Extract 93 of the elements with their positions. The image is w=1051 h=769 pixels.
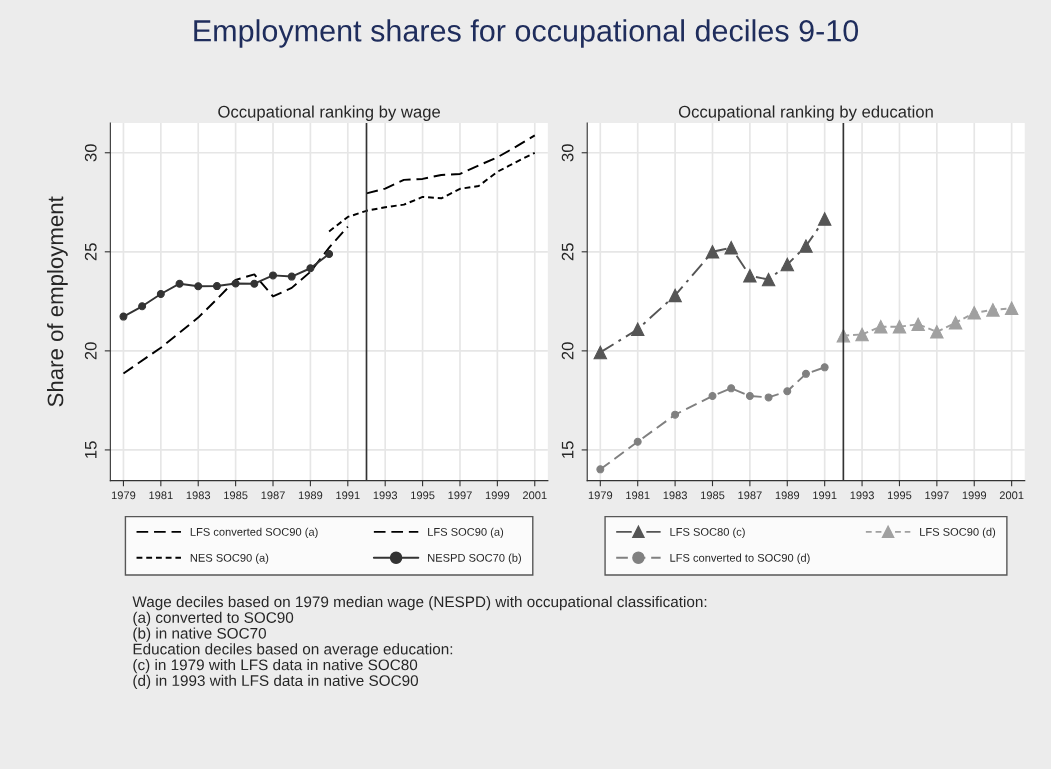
chart-subtitle: Occupational ranking by education bbox=[678, 105, 933, 121]
point bbox=[156, 290, 165, 298]
text: Education deciles based on average education: bbox=[133, 643, 453, 658]
point bbox=[986, 303, 1000, 317]
legend-label: LFS converted SOC90 (a) bbox=[190, 527, 318, 539]
point bbox=[873, 319, 888, 334]
point bbox=[306, 264, 315, 273]
x-tick-label: 1999 bbox=[485, 491, 510, 500]
y-tick-label: 30 bbox=[84, 144, 97, 162]
legend-label: NES SOC90 (a) bbox=[190, 553, 269, 564]
x-tick-label: 1989 bbox=[298, 491, 323, 500]
x-tick-label: 1985 bbox=[224, 491, 248, 500]
point bbox=[194, 282, 203, 291]
x-tick-label: 1979 bbox=[588, 491, 613, 500]
x-tick-label: 2001 bbox=[522, 491, 547, 500]
y-tick-label: 25 bbox=[561, 243, 574, 261]
point bbox=[212, 282, 221, 291]
point bbox=[325, 250, 334, 258]
point bbox=[799, 239, 813, 253]
point bbox=[855, 327, 869, 342]
x-tick-label: 1989 bbox=[775, 491, 800, 500]
point bbox=[764, 393, 773, 402]
x-tick-label: 1993 bbox=[373, 491, 398, 500]
legend-label: LFS SOC90 (d) bbox=[920, 527, 996, 539]
point bbox=[250, 279, 259, 288]
point bbox=[119, 312, 128, 321]
y-axis-title: Share of employment bbox=[47, 196, 68, 407]
x-tick-label: 1997 bbox=[448, 491, 472, 500]
x-tick-label: 1985 bbox=[700, 491, 725, 500]
x-tick-label: 1983 bbox=[663, 491, 687, 500]
point bbox=[801, 369, 810, 378]
point bbox=[761, 272, 776, 287]
text: (c) in 1979 with LFS data in native SOC80 bbox=[133, 659, 418, 674]
point bbox=[745, 392, 754, 401]
chart-subtitle: Occupational ranking by wage bbox=[218, 105, 441, 121]
point bbox=[780, 257, 795, 272]
line-series bbox=[122, 225, 349, 375]
y-tick-label: 20 bbox=[561, 342, 574, 360]
x-tick-label: 1997 bbox=[925, 491, 949, 500]
point bbox=[1004, 301, 1019, 316]
point bbox=[911, 317, 925, 332]
x-tick-label: 1995 bbox=[887, 491, 912, 500]
point bbox=[287, 272, 296, 281]
line-series bbox=[365, 134, 536, 195]
point bbox=[708, 392, 717, 401]
x-tick-label: 1981 bbox=[626, 491, 650, 500]
x-tick-label: 1981 bbox=[149, 491, 173, 500]
x-tick-label: 1993 bbox=[850, 491, 874, 500]
point bbox=[633, 437, 642, 446]
x-tick-label: 1987 bbox=[261, 491, 285, 500]
point bbox=[724, 240, 738, 255]
point bbox=[593, 345, 608, 360]
point bbox=[817, 212, 832, 226]
point bbox=[596, 465, 605, 474]
y-tick-label: 15 bbox=[561, 441, 574, 458]
legend-label: LFS SOC90 (a) bbox=[428, 527, 504, 539]
point bbox=[175, 279, 184, 288]
point bbox=[705, 245, 720, 259]
y-tick-label: 15 bbox=[85, 441, 97, 458]
point bbox=[231, 279, 240, 288]
x-tick-label: 1999 bbox=[962, 491, 987, 500]
point bbox=[892, 319, 907, 334]
point bbox=[138, 302, 147, 311]
point bbox=[630, 322, 645, 337]
y-tick-label: 20 bbox=[84, 342, 97, 360]
point bbox=[668, 288, 682, 303]
point bbox=[948, 315, 963, 330]
point bbox=[743, 269, 757, 283]
x-tick-label: 1991 bbox=[336, 491, 360, 500]
legend-label: LFS SOC80 (c) bbox=[670, 527, 745, 539]
point bbox=[967, 306, 982, 320]
point bbox=[727, 384, 736, 393]
x-tick-label: 1983 bbox=[186, 491, 211, 500]
x-tick-label: 2001 bbox=[999, 491, 1024, 500]
legend-label: NESPD SOC70 (b) bbox=[428, 553, 521, 564]
x-tick-label: 1991 bbox=[813, 491, 837, 500]
text: (b) in native SOC70 bbox=[133, 627, 266, 642]
y-tick-label: 25 bbox=[84, 243, 97, 261]
point bbox=[820, 363, 829, 372]
x-tick-label: 1987 bbox=[738, 491, 762, 500]
line-series bbox=[328, 151, 536, 233]
point bbox=[671, 410, 680, 419]
legend-label: LFS converted to SOC90 (d) bbox=[670, 553, 810, 564]
text: (d) in 1993 with LFS data in native SOC90 bbox=[133, 674, 419, 690]
x-tick-label: 1979 bbox=[111, 491, 136, 500]
point bbox=[269, 271, 278, 280]
point bbox=[783, 387, 792, 396]
point bbox=[930, 325, 944, 339]
y-tick-label: 30 bbox=[561, 144, 574, 162]
x-tick-label: 1995 bbox=[411, 491, 435, 500]
text: (a) converted to SOC90 bbox=[133, 611, 294, 626]
chart-title: Employment shares for occupational deciles 9-10 bbox=[194, 19, 859, 48]
text: Wage deciles based on 1979 median wage (NESPD) with occupational classification: bbox=[132, 595, 707, 611]
